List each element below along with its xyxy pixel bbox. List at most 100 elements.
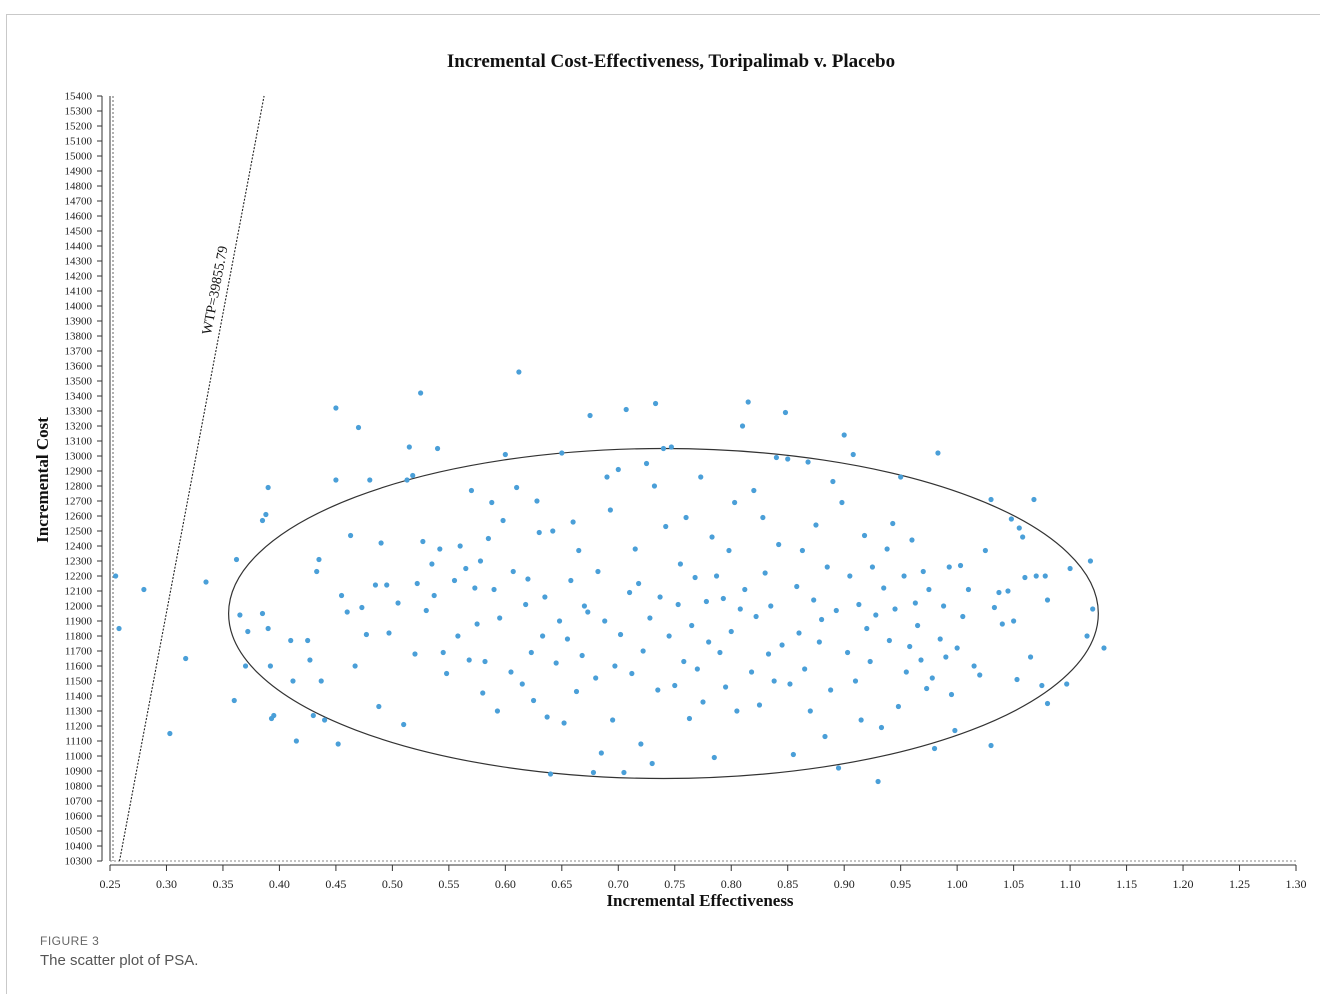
data-point — [822, 733, 828, 740]
data-point — [819, 616, 825, 623]
data-point — [612, 663, 618, 669]
data-point — [940, 603, 947, 609]
data-point — [651, 483, 658, 489]
data-point — [335, 741, 341, 747]
data-point — [652, 400, 659, 407]
data-point — [344, 609, 350, 615]
data-point — [376, 703, 382, 710]
data-point — [856, 601, 862, 608]
data-point — [267, 663, 273, 669]
data-point — [245, 628, 251, 635]
data-point — [523, 601, 529, 608]
data-point — [530, 697, 537, 704]
data-point — [564, 636, 571, 642]
data-point — [811, 597, 817, 603]
data-point — [681, 658, 687, 665]
y-tick-label: 13900 — [65, 316, 93, 328]
data-point — [440, 649, 446, 656]
data-point — [1087, 558, 1094, 564]
data-point — [982, 547, 988, 554]
x-tick-label: 0.55 — [438, 877, 459, 891]
y-tick-label: 10400 — [65, 841, 93, 853]
data-point — [694, 666, 700, 672]
data-point — [268, 715, 275, 722]
data-point — [463, 565, 469, 572]
data-point — [920, 568, 926, 575]
data-point — [717, 649, 723, 656]
data-point — [1044, 597, 1051, 603]
y-tick-label: 12800 — [65, 481, 93, 493]
data-point — [830, 478, 836, 485]
data-point — [858, 717, 864, 723]
data-point — [307, 657, 313, 663]
data-point — [561, 720, 567, 726]
data-point — [805, 459, 811, 465]
data-point — [333, 405, 339, 411]
data-point — [768, 603, 774, 609]
data-point — [1067, 565, 1073, 572]
chart-title: Incremental Cost-Effectiveness, Toripali… — [447, 51, 895, 72]
data-point — [203, 579, 209, 585]
data-point — [598, 750, 604, 756]
y-tick-label: 13500 — [65, 376, 93, 388]
y-tick-label: 13700 — [65, 346, 93, 358]
data-point — [675, 601, 681, 608]
data-point — [895, 703, 902, 710]
figure-label: FIGURE 3 — [40, 934, 100, 948]
data-point — [434, 445, 441, 452]
data-point — [604, 474, 610, 480]
data-point — [760, 514, 766, 521]
data-point — [931, 745, 938, 752]
y-tick-label: 12700 — [65, 496, 93, 508]
data-point — [528, 649, 534, 656]
y-tick-label: 10600 — [65, 811, 93, 823]
data-point — [937, 636, 943, 642]
y-tick-label: 11700 — [65, 646, 93, 658]
data-point — [386, 630, 392, 636]
x-tick-label: 1.10 — [1060, 877, 1081, 891]
data-point — [794, 583, 800, 590]
y-axis: 10300 10400 10500 10600 10700 10800 10900 11000… — [65, 91, 102, 868]
data-point — [457, 543, 463, 549]
data-point — [957, 562, 964, 569]
data-point — [547, 771, 554, 777]
x-tick-label: 0.95 — [890, 877, 911, 891]
data-point — [437, 546, 443, 552]
data-point — [333, 477, 339, 483]
data-point — [841, 432, 847, 438]
data-point — [1022, 574, 1028, 581]
data-point — [847, 573, 853, 579]
y-tick-label: 13100 — [65, 436, 93, 448]
data-point — [924, 685, 930, 692]
data-point — [480, 690, 486, 696]
data-point — [988, 742, 994, 749]
data-point — [649, 760, 655, 767]
data-point — [850, 451, 856, 458]
data-point — [713, 573, 720, 579]
x-tick-label: 0.60 — [495, 877, 516, 891]
data-point — [468, 487, 475, 494]
data-point — [640, 648, 646, 654]
data-point — [748, 669, 755, 675]
y-tick-label: 11600 — [65, 661, 93, 673]
data-point — [550, 528, 556, 534]
x-tick-label: 1.30 — [1286, 877, 1307, 891]
data-point — [1031, 496, 1037, 503]
data-point — [867, 658, 873, 665]
data-point — [711, 754, 717, 761]
data-point — [666, 633, 672, 639]
y-tick-label: 14000 — [65, 301, 93, 313]
data-point — [372, 582, 379, 588]
data-point — [429, 561, 435, 567]
data-point — [988, 496, 994, 503]
data-point — [1014, 676, 1020, 683]
data-point — [378, 540, 384, 546]
data-point — [782, 409, 789, 416]
data-point — [689, 622, 695, 629]
data-point — [655, 687, 661, 693]
data-point — [898, 474, 904, 480]
data-point — [844, 649, 851, 656]
data-point — [742, 586, 748, 593]
data-point — [516, 369, 522, 375]
y-tick-label: 13200 — [65, 421, 93, 433]
